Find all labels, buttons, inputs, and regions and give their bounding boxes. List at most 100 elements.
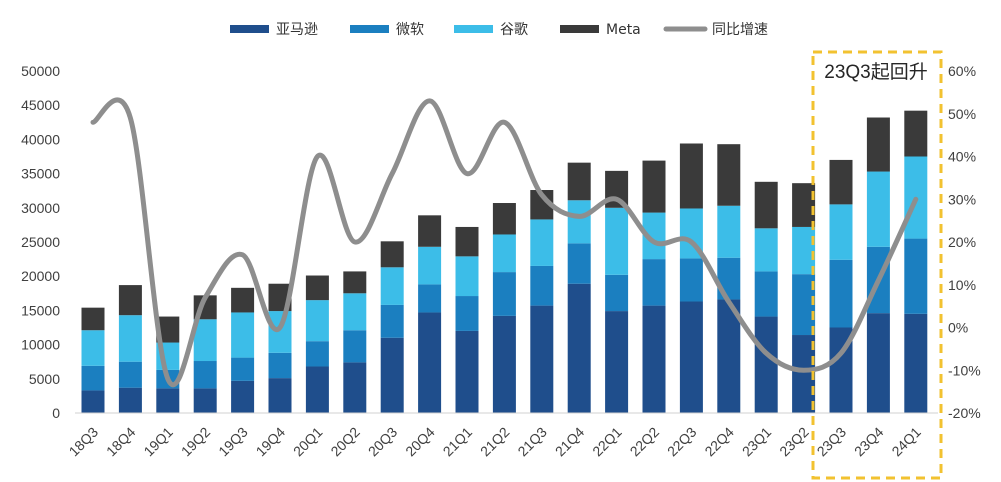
bar-segment (567, 283, 591, 413)
bar-segment (866, 171, 890, 247)
bar-segment (567, 162, 591, 201)
left-axis-ticks: 0 5000 10000 15000 20000 25000 30000 35000 40000… (21, 63, 60, 421)
x-tick-label: 23Q2 (776, 424, 812, 460)
right-axis-tick-label: 0% (948, 320, 968, 336)
bar-segment (679, 143, 703, 209)
bar-segment (343, 330, 367, 363)
bar-segment (268, 352, 292, 379)
bar-segment (305, 300, 329, 342)
left-axis-tick-label: 25000 (21, 234, 60, 250)
chart-legend: 亚马逊 微软 谷歌 Meta 同比增速 (230, 22, 768, 38)
bar-segment (754, 271, 778, 317)
x-tick-label: 20Q2 (327, 424, 363, 460)
bar-segment (343, 271, 367, 294)
bar-segment (605, 207, 629, 275)
bar-segment (792, 183, 816, 227)
left-axis-tick-label: 5000 (29, 371, 60, 387)
x-tick-label: 22Q3 (664, 424, 700, 460)
bar-segment (792, 274, 816, 336)
bar-segment (642, 259, 666, 306)
right-axis-tick-label: 40% (948, 149, 976, 165)
left-axis-tick-label: 20000 (21, 268, 60, 284)
bar-segment (567, 243, 591, 284)
x-tick-label: 24Q1 (888, 424, 924, 460)
x-tick-label: 19Q3 (215, 424, 251, 460)
highlight-annotation: 23Q3起回升 (824, 61, 927, 83)
bar-segment (455, 256, 479, 297)
bar-segment (679, 258, 703, 302)
bar-segment (193, 361, 217, 389)
bar-segment (418, 284, 442, 313)
right-axis-tick-label: 10% (948, 277, 976, 293)
bar-segment (642, 160, 666, 213)
bar-segment (81, 307, 105, 331)
bar-segment (156, 388, 180, 413)
bar-segment (829, 204, 853, 260)
left-axis-tick-label: 35000 (21, 166, 60, 182)
bar-segment (530, 190, 554, 220)
bar-segment (829, 159, 853, 205)
x-tick-label: 21Q1 (440, 424, 476, 460)
bar-segment (717, 144, 741, 206)
bar-segment (305, 366, 329, 413)
x-tick-label: 21Q4 (552, 424, 588, 460)
bar-segment (492, 203, 516, 235)
bar-segment (81, 365, 105, 391)
left-axis-tick-label: 30000 (21, 200, 60, 216)
bar-segment (118, 315, 142, 362)
bar-series (81, 110, 928, 413)
x-tick-label: 20Q3 (365, 424, 401, 460)
bar-segment (380, 304, 404, 338)
legend-label: 微软 (396, 22, 424, 38)
bar-segment (904, 238, 928, 314)
x-axis-ticks: 18Q3 18Q4 19Q1 19Q2 19Q3 19Q4 20Q1 20Q2 20Q3 20Q4… (66, 424, 924, 460)
bar-segment (492, 315, 516, 413)
bar-segment (754, 228, 778, 272)
bar-segment (605, 274, 629, 312)
bar-segment (118, 387, 142, 413)
bar-segment (717, 205, 741, 258)
legend-swatch (560, 25, 599, 33)
bar-segment (380, 267, 404, 305)
bar-segment (156, 316, 180, 343)
bar-segment (904, 110, 928, 157)
legend-swatch (230, 25, 269, 33)
x-tick-label: 18Q4 (103, 424, 139, 460)
bar-segment (305, 341, 329, 367)
bar-segment (642, 212, 666, 260)
legend-label: Meta (606, 22, 641, 38)
bar-segment (530, 305, 554, 413)
x-tick-label: 21Q3 (514, 424, 550, 460)
bar-segment (829, 259, 853, 328)
bar-segment (231, 312, 255, 358)
left-axis-tick-label: 10000 (21, 337, 60, 353)
legend-swatch (350, 25, 389, 33)
bar-segment (679, 301, 703, 413)
growth-rate-line (90, 97, 919, 388)
x-tick-label: 19Q1 (140, 424, 176, 460)
left-axis-tick-label: 50000 (21, 63, 60, 79)
bar-segment (343, 362, 367, 413)
bar-segment (455, 296, 479, 331)
left-axis-tick-label: 40000 (21, 131, 60, 147)
legend-label: 亚马逊 (276, 22, 318, 38)
x-tick-label: 18Q3 (66, 424, 102, 460)
bar-segment (455, 226, 479, 257)
bar-segment (343, 293, 367, 331)
bar-segment (567, 200, 591, 244)
highlight-box (811, 50, 943, 480)
left-axis-tick-label: 0 (52, 405, 60, 421)
bar-segment (418, 246, 442, 285)
x-tick-label: 19Q2 (178, 424, 214, 460)
bar-segment (380, 337, 404, 413)
bar-segment (754, 181, 778, 229)
bar-segment (866, 313, 890, 413)
left-axis-tick-label: 45000 (21, 97, 60, 113)
x-tick-label: 20Q4 (402, 424, 438, 460)
bar-segment (904, 313, 928, 413)
bar-segment (118, 285, 142, 316)
x-tick-label: 19Q4 (253, 424, 289, 460)
legend-swatch (454, 25, 493, 33)
right-axis-tick-label: 60% (948, 63, 976, 79)
